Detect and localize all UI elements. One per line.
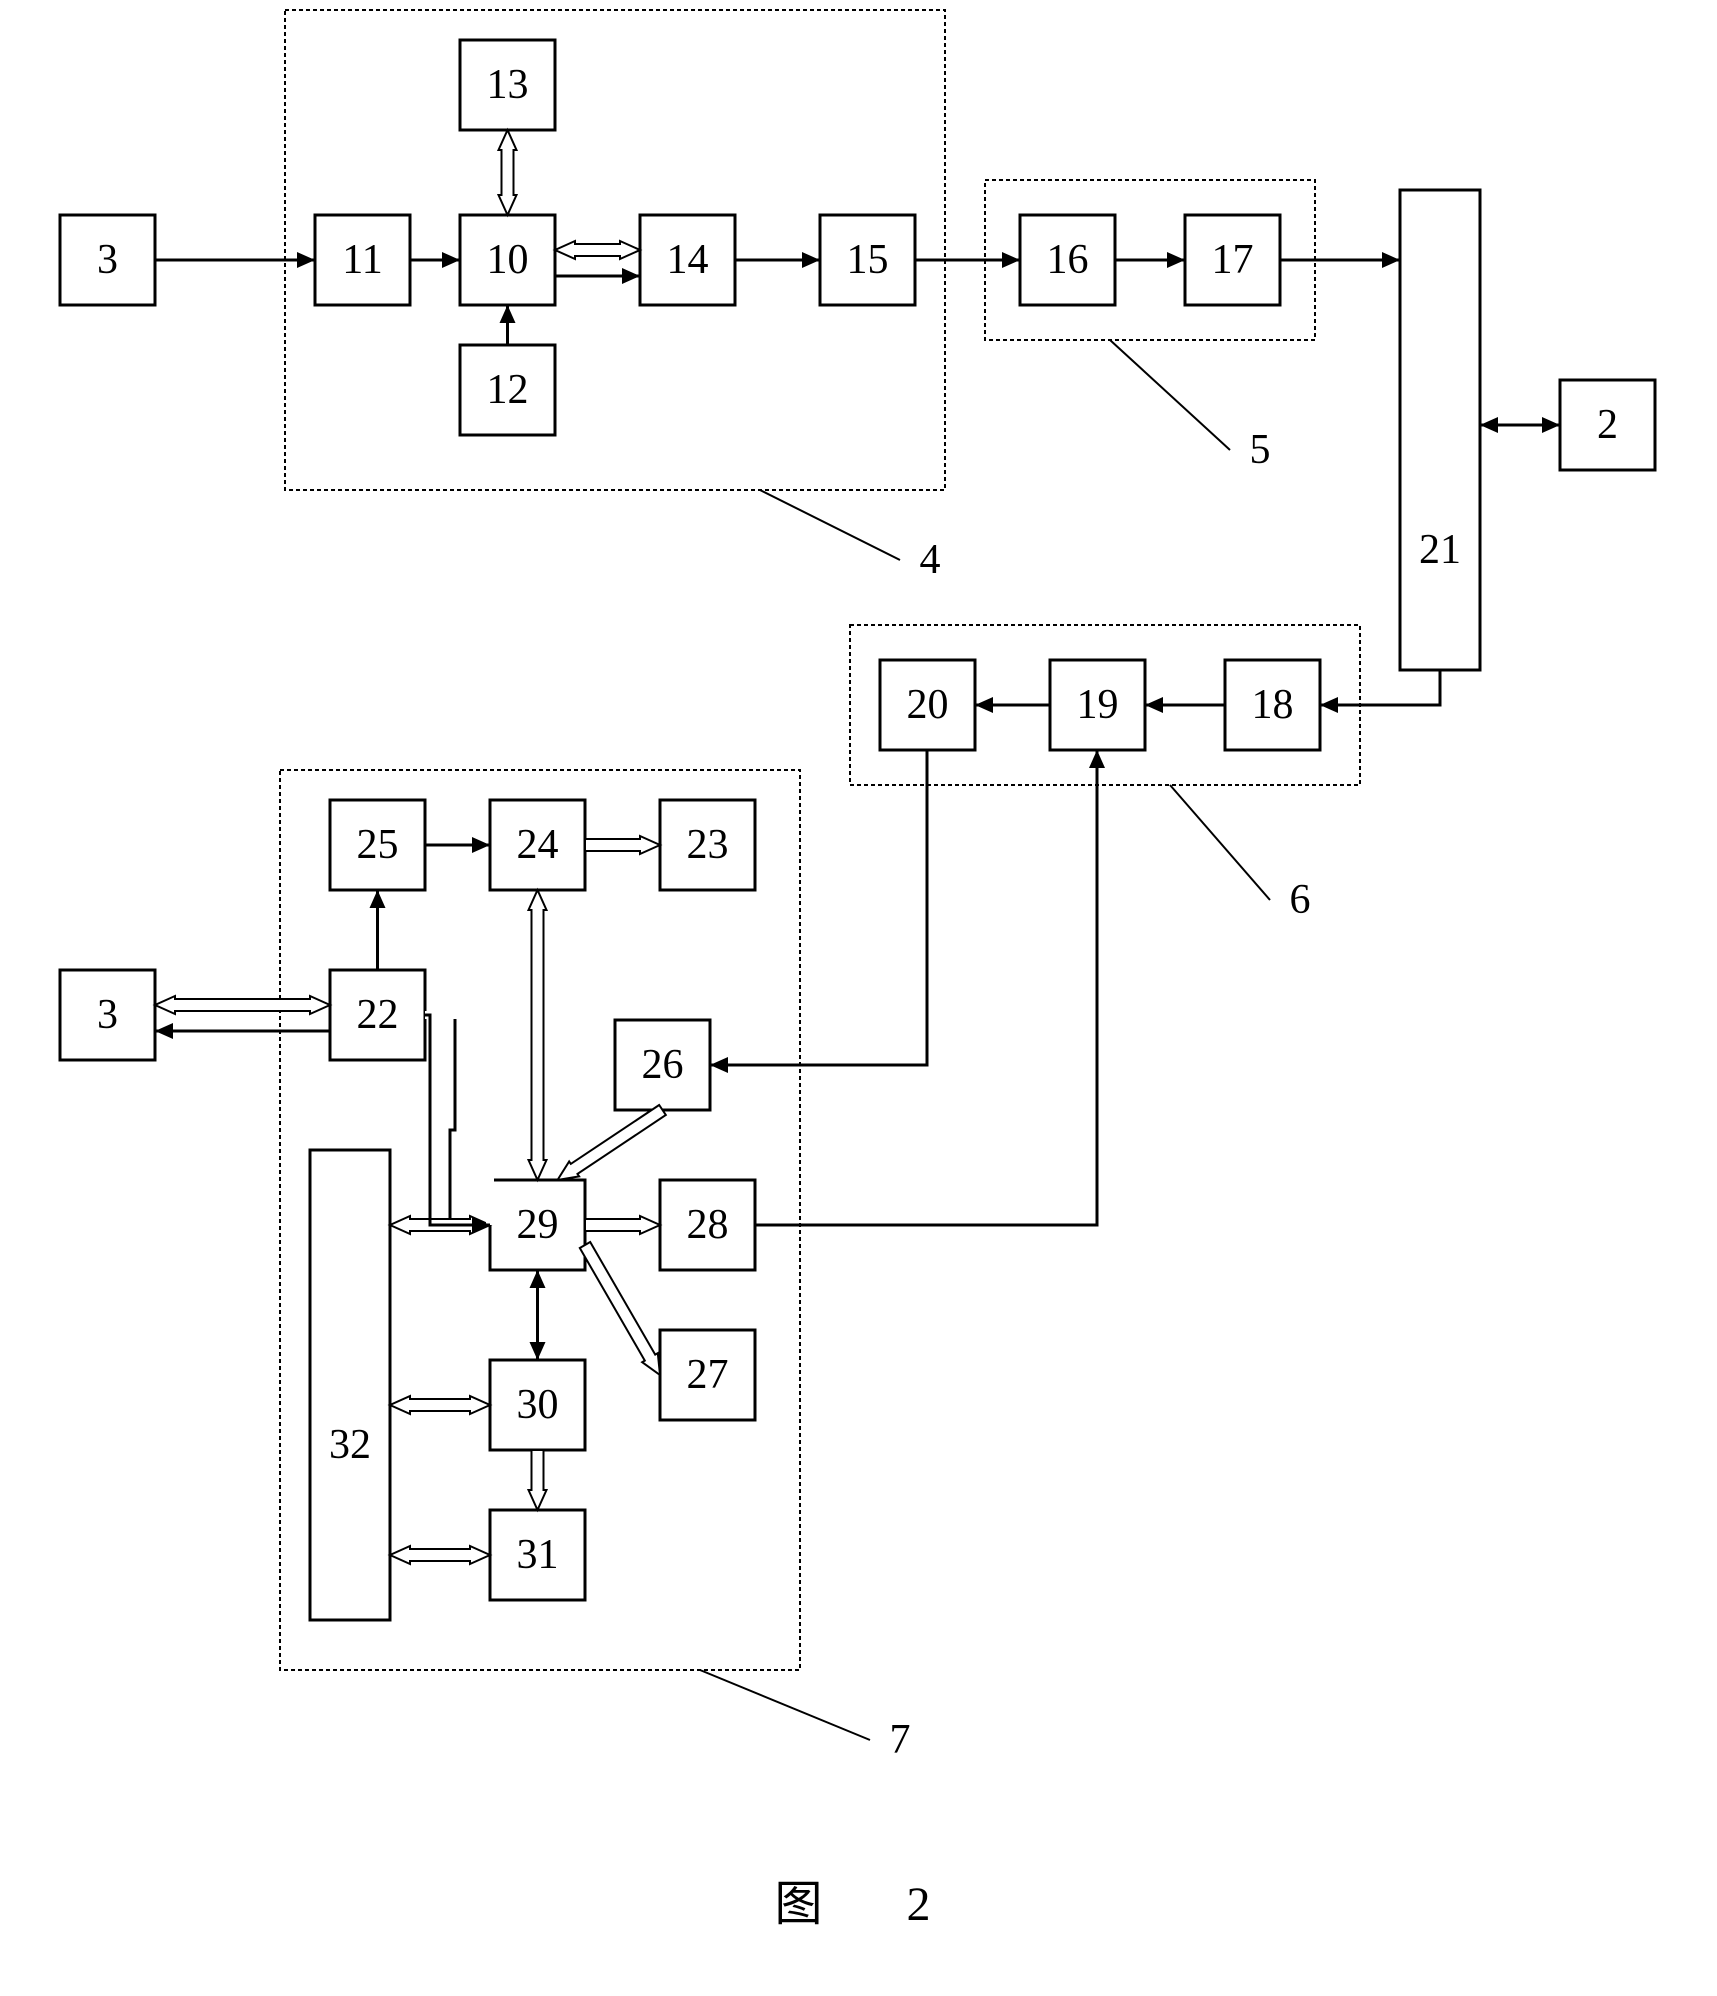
box-label-b18: 18 (1252, 682, 1294, 728)
box-label-b30: 30 (517, 1382, 559, 1428)
box-label-b32: 32 (329, 1422, 371, 1468)
leader-label-6: 6 (1290, 877, 1311, 923)
box-label-b15: 15 (847, 237, 889, 283)
box-label-b31: 31 (517, 1532, 559, 1578)
box-label-b27: 27 (687, 1352, 729, 1398)
box-label-b20: 20 (907, 682, 949, 728)
box-label-b24: 24 (517, 822, 559, 868)
box-label-b13: 13 (487, 62, 529, 108)
box-label-b17: 17 (1212, 237, 1254, 283)
box-label-b3b: 3 (97, 992, 118, 1038)
box-label-b14: 14 (667, 237, 709, 283)
box-label-b28: 28 (687, 1202, 729, 1248)
box-label-b21: 21 (1419, 527, 1461, 573)
box-label-b11: 11 (342, 237, 382, 283)
box-label-b10: 10 (487, 237, 529, 283)
figure-caption-text: 图 (774, 1878, 822, 1931)
leader-label-7: 7 (890, 1717, 911, 1763)
box-b21 (1400, 190, 1480, 670)
box-label-b12: 12 (487, 367, 529, 413)
box-label-b3a: 3 (97, 237, 118, 283)
box-label-b19: 19 (1077, 682, 1119, 728)
box-label-b16: 16 (1047, 237, 1089, 283)
box-b32 (310, 1150, 390, 1620)
leader-label-4: 4 (920, 537, 941, 583)
box-label-b2: 2 (1597, 402, 1618, 448)
box-label-b29: 29 (517, 1202, 559, 1248)
leader-label-5: 5 (1250, 427, 1271, 473)
box-label-b23: 23 (687, 822, 729, 868)
box-label-b26: 26 (642, 1042, 684, 1088)
box-label-b22: 22 (357, 992, 399, 1038)
figure-caption-number: 2 (907, 1878, 931, 1931)
box-label-b25: 25 (357, 822, 399, 868)
